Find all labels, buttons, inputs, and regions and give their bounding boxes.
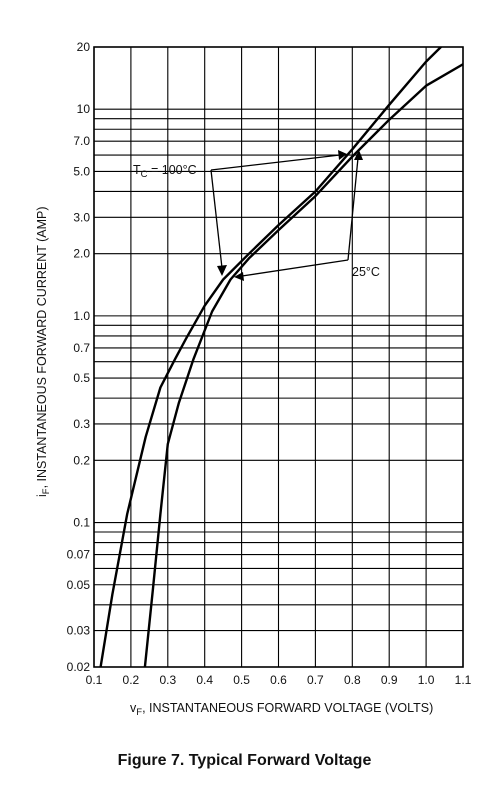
x-tick-label-1: 0.2 bbox=[123, 673, 140, 687]
annotation-leaders bbox=[210, 154, 359, 277]
y-tick-label-2: 0.05 bbox=[67, 578, 91, 592]
leader-tc-to-low-curve bbox=[210, 169, 223, 269]
y-axis-title-sub: F bbox=[41, 488, 52, 494]
leader-tc-to-high-curve bbox=[210, 154, 341, 171]
curves bbox=[99, 47, 463, 667]
x-tick-label-9: 1.0 bbox=[418, 673, 435, 687]
arrowhead-2 bbox=[338, 150, 347, 160]
y-tick-label-6: 0.3 bbox=[73, 417, 90, 431]
arrowhead-1 bbox=[217, 265, 227, 276]
x-tick-label-10: 1.1 bbox=[455, 673, 472, 687]
y-tick-label-7: 0.5 bbox=[73, 371, 90, 385]
x-tick-label-7: 0.8 bbox=[344, 673, 361, 687]
figure-caption: Figure 7. Typical Forward Voltage bbox=[117, 752, 372, 769]
leader-25-to-low-curve bbox=[241, 259, 349, 277]
leader-25-to-high-curve bbox=[347, 157, 359, 261]
y-tick-label-11: 3.0 bbox=[73, 210, 90, 224]
series-curve-1 bbox=[143, 63, 463, 667]
x-tick-labels: 0.1 0.2 0.3 0.4 0.5 0.6 0.7 0.8 0.9 1.0 1.1 bbox=[86, 673, 472, 687]
y-axis-title-main: i bbox=[35, 494, 49, 497]
arrowhead-4 bbox=[234, 272, 244, 281]
annotation-tc-main: T bbox=[133, 163, 141, 177]
x-tick-label-6: 0.7 bbox=[307, 673, 324, 687]
y-axis-title-rest: , INSTANTANEOUS FORWARD CURRENT (AMP) bbox=[35, 206, 49, 488]
annotation-tc-100: TC = 100°C bbox=[133, 163, 197, 180]
y-tick-labels: 0.02 0.03 0.05 0.07 0.1 0.2 0.3 0.5 0.7 1.0 2.0 3.0… bbox=[67, 40, 91, 674]
x-tick-label-2: 0.3 bbox=[159, 673, 176, 687]
plot-frame bbox=[93, 46, 464, 668]
y-tick-label-1: 0.03 bbox=[67, 624, 91, 638]
y-tick-label-10: 2.0 bbox=[73, 247, 90, 261]
y-tick-label-4: 0.1 bbox=[73, 516, 90, 530]
series-curve-0 bbox=[99, 47, 443, 667]
annotation-arrowheads bbox=[217, 150, 363, 281]
y-tick-label-9: 1.0 bbox=[73, 309, 90, 323]
annotation-tc-rest: = 100°C bbox=[148, 163, 197, 177]
x-axis-title-rest: , INSTANTANEOUS FORWARD VOLTAGE (VOLTS) bbox=[142, 701, 433, 715]
x-tick-label-5: 0.6 bbox=[270, 673, 287, 687]
y-axis-title: iF, INSTANTANEOUS FORWARD CURRENT (AMP) bbox=[35, 206, 52, 497]
x-axis-title-sub: F bbox=[136, 707, 142, 718]
grid bbox=[93, 46, 464, 668]
x-tick-label-3: 0.4 bbox=[196, 673, 213, 687]
x-tick-label-8: 0.9 bbox=[381, 673, 398, 687]
y-tick-label-15: 20 bbox=[77, 40, 91, 54]
y-tick-label-12: 5.0 bbox=[73, 164, 90, 178]
y-tick-label-14: 10 bbox=[77, 102, 91, 116]
x-tick-label-0: 0.1 bbox=[86, 673, 103, 687]
annotation-25c: 25°C bbox=[352, 265, 380, 279]
x-axis-title-main: v bbox=[130, 701, 137, 715]
y-tick-label-8: 0.7 bbox=[73, 341, 90, 355]
x-tick-label-4: 0.5 bbox=[233, 673, 250, 687]
y-tick-label-5: 0.2 bbox=[73, 453, 90, 467]
arrowhead-3 bbox=[354, 150, 363, 160]
x-axis-title: vF, INSTANTANEOUS FORWARD VOLTAGE (VOLTS… bbox=[130, 701, 433, 718]
y-tick-label-3: 0.07 bbox=[67, 548, 91, 562]
annotation-tc-sub: C bbox=[141, 169, 148, 180]
y-tick-label-13: 7.0 bbox=[73, 134, 90, 148]
y-tick-label-0: 0.02 bbox=[67, 660, 91, 674]
